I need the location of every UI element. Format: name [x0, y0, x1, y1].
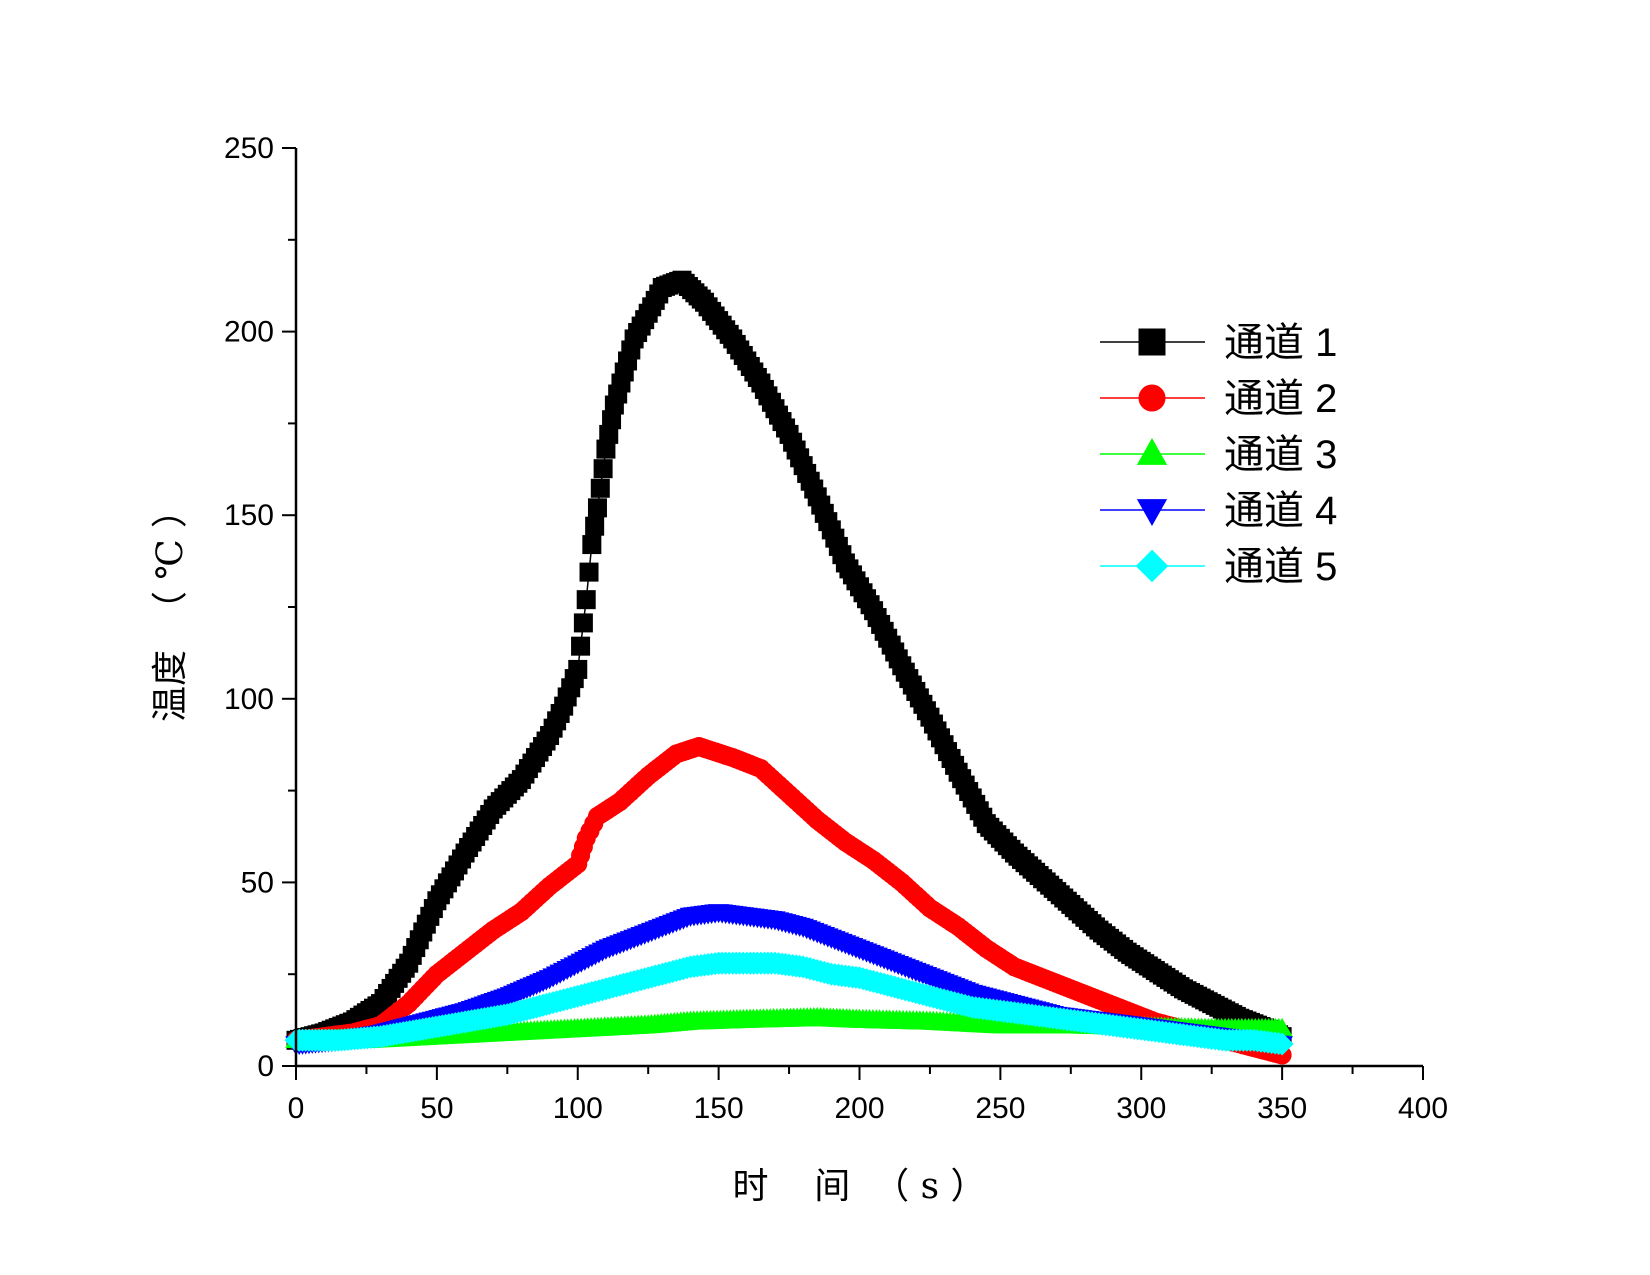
x-axis-ticks: 0 50 100 150 200 250 300 350 400 [288, 1066, 1448, 1125]
data-point [1270, 1032, 1294, 1056]
x-tick-label: 100 [553, 1092, 603, 1125]
y-tick-label: 200 [224, 316, 274, 349]
series-5 [284, 951, 1294, 1056]
x-tick-label: 50 [420, 1092, 453, 1125]
data-point [593, 459, 613, 479]
y-tick-label: 100 [224, 683, 274, 716]
series-layer [284, 270, 1294, 1065]
legend-marker [1136, 438, 1168, 465]
x-axis-title: 时 间 （ s ） [732, 1166, 986, 1207]
x-tick-label: 300 [1116, 1092, 1166, 1125]
x-tick-label: 350 [1257, 1092, 1307, 1125]
legend-marker [1136, 499, 1168, 526]
y-tick-label: 0 [257, 1050, 274, 1083]
y-tick-label: 150 [224, 499, 274, 532]
legend-label: 通道 4 [1224, 489, 1337, 533]
legend-marker [1138, 384, 1166, 412]
data-point [585, 516, 605, 536]
x-tick-label: 150 [694, 1092, 744, 1125]
y-tick-label: 50 [241, 866, 274, 899]
legend-label: 通道 1 [1224, 321, 1337, 365]
legend-item: 通道 3 [1100, 433, 1337, 477]
y-tick-label: 250 [224, 132, 274, 165]
data-point [576, 590, 596, 610]
legend-marker [1138, 328, 1166, 356]
data-point [573, 613, 593, 633]
x-tick-label: 250 [975, 1092, 1025, 1125]
data-point [590, 478, 610, 498]
legend-item: 通道 1 [1100, 321, 1337, 365]
x-tick-label: 0 [288, 1092, 305, 1125]
y-axis-ticks: 0 50 100 150 200 250 [224, 132, 296, 1083]
legend: 通道 1 通道 2 通道 3 通道 4 通道 5 [1100, 321, 1337, 589]
y-axis-title: 温度 （ ℃ ） [150, 492, 191, 722]
data-point [568, 659, 588, 679]
data-point [579, 562, 599, 582]
plot-area: 0 50 100 150 200 250 300 350 400 0 50 100 150 200 250 [224, 132, 1448, 1125]
data-point [571, 636, 591, 656]
data-point [587, 498, 607, 518]
legend-label: 通道 5 [1224, 545, 1337, 589]
legend-label: 通道 2 [1224, 377, 1337, 421]
legend-item: 通道 5 [1100, 545, 1337, 589]
x-tick-label: 200 [834, 1092, 884, 1125]
x-tick-label: 400 [1398, 1092, 1448, 1125]
legend-item: 通道 4 [1100, 489, 1337, 533]
legend-label: 通道 3 [1224, 433, 1337, 477]
legend-item: 通道 2 [1100, 377, 1337, 421]
data-point [582, 535, 602, 555]
legend-marker [1135, 549, 1169, 583]
